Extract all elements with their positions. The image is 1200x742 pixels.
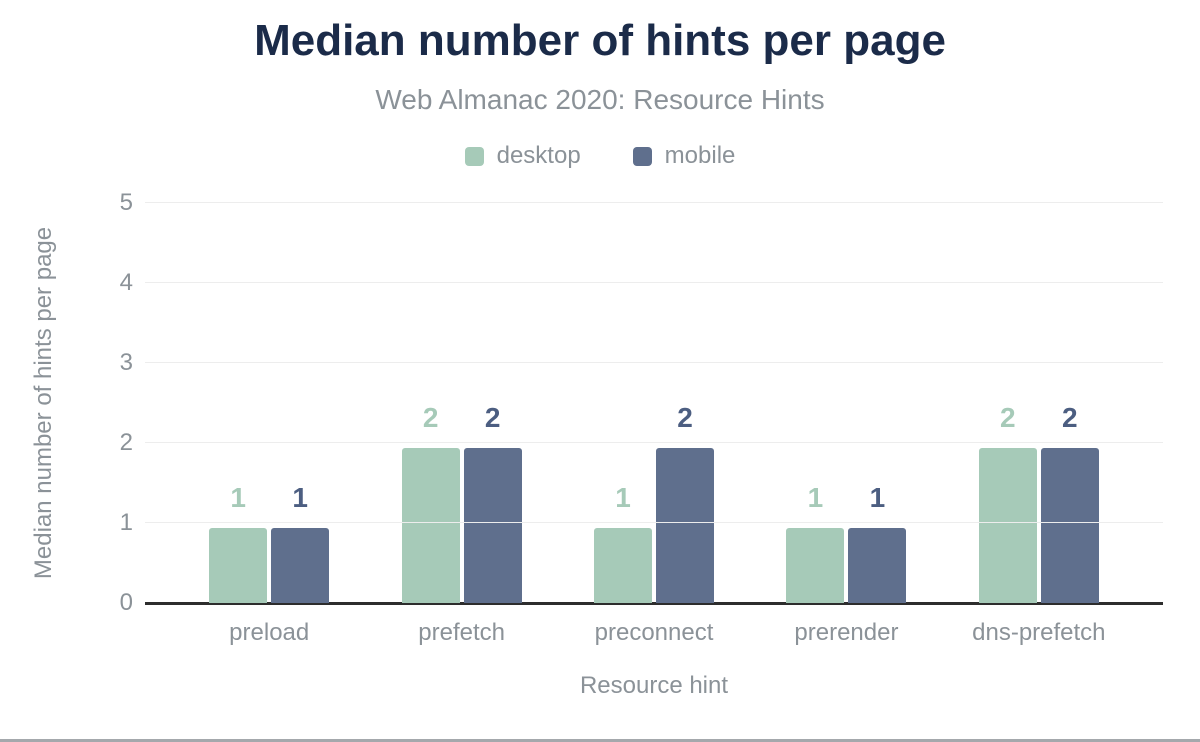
bar-value-label-mobile-dns-prefetch: 2 <box>1062 402 1078 433</box>
bar-column-desktop-prefetch: 2 <box>401 404 460 603</box>
bar-mobile-preconnect[interactable] <box>656 448 715 603</box>
bar-mobile-dns-prefetch[interactable] <box>1040 448 1099 603</box>
bar-desktop-preconnect[interactable] <box>594 528 653 603</box>
bar-value-label-desktop-prerender: 1 <box>807 482 824 513</box>
chart-title: Median number of hints per page <box>254 16 946 65</box>
bar-group-preload: 1 1 preload <box>173 203 365 646</box>
y-tick-label-0: 0 <box>119 589 133 616</box>
bar-column-desktop-preconnect: 1 <box>594 484 653 603</box>
legend-item-mobile[interactable]: mobile <box>632 142 736 170</box>
bar-desktop-prefetch[interactable] <box>401 448 460 603</box>
gridline-y3 <box>145 362 1163 363</box>
bar-desktop-dns-prefetch[interactable] <box>978 448 1037 603</box>
y-tick-label-1: 1 <box>119 509 133 536</box>
bar-column-desktop-preload: 1 <box>209 484 268 603</box>
bar-column-desktop-dns-prefetch: 2 <box>978 404 1037 603</box>
chart-subtitle: Web Almanac 2020: Resource Hints <box>375 84 825 115</box>
gridline-y5 <box>145 202 1163 203</box>
x-category-label-preconnect: preconnect <box>594 619 714 646</box>
bar-groups-row: 1 1 preload 2 2 prefetch 1 2 preconnect 1 1 prerend… <box>145 203 1163 647</box>
bar-value-label-mobile-preload: 1 <box>292 482 308 513</box>
bar-group-prefetch: 2 2 prefetch <box>365 203 557 646</box>
bar-mobile-prefetch[interactable] <box>463 448 522 603</box>
bar-column-mobile-preload: 1 <box>271 484 330 603</box>
bar-value-label-desktop-preload: 1 <box>230 482 246 513</box>
bar-value-label-desktop-dns-prefetch: 2 <box>1000 402 1016 433</box>
bar-value-label-desktop-preconnect: 1 <box>615 482 631 513</box>
gridline-y4 <box>145 282 1163 283</box>
bar-value-label-mobile-preconnect: 2 <box>677 402 693 433</box>
x-category-label-preload: preload <box>229 619 310 646</box>
legend-item-desktop[interactable]: desktop <box>464 142 581 170</box>
bar-group-dns-prefetch: 2 2 dns-prefetch <box>943 203 1135 647</box>
bar-desktop-prerender[interactable] <box>786 528 845 603</box>
x-category-label-dns-prefetch: dns-prefetch <box>972 619 1106 646</box>
x-axis-title: Resource hint <box>579 672 729 699</box>
bar-column-mobile-preconnect: 2 <box>656 404 715 603</box>
bar-value-label-desktop-prefetch: 2 <box>422 402 439 433</box>
legend-label: mobile <box>664 142 736 169</box>
bar-group-prerender: 1 1 prerender <box>750 203 942 646</box>
legend-label: desktop <box>496 142 581 169</box>
plot-area: 1 1 preload 2 2 prefetch 1 2 preconnect 1 1 prerend… <box>120 189 1163 647</box>
y-axis-title: Median number of hints per page <box>30 226 57 580</box>
x-category-label-prefetch: prefetch <box>418 619 505 646</box>
x-axis-baseline <box>145 602 1163 605</box>
legend-swatch-desktop <box>464 146 484 166</box>
legend-swatch-mobile <box>632 146 652 166</box>
bar-column-mobile-prefetch: 2 <box>463 404 522 603</box>
bar-column-desktop-prerender: 1 <box>786 484 845 603</box>
x-category-label-prerender: prerender <box>794 619 899 646</box>
y-tick-label-4: 4 <box>119 269 133 296</box>
gridline-y2 <box>145 442 1163 443</box>
bar-desktop-preload[interactable] <box>209 528 268 603</box>
bottom-border <box>0 739 1200 742</box>
bar-column-mobile-dns-prefetch: 2 <box>1040 404 1099 603</box>
gridline-y1 <box>145 522 1163 523</box>
bar-value-label-mobile-prefetch: 2 <box>484 402 501 433</box>
legend: desktop mobile <box>0 142 1200 170</box>
bar-value-label-mobile-prerender: 1 <box>869 482 886 513</box>
bar-group-preconnect: 1 2 preconnect <box>558 203 750 646</box>
bar-column-mobile-prerender: 1 <box>848 484 907 603</box>
y-tick-label-2: 2 <box>119 429 133 456</box>
bar-mobile-preload[interactable] <box>271 528 330 603</box>
bar-mobile-prerender[interactable] <box>848 528 907 603</box>
y-tick-label-3: 3 <box>119 349 133 376</box>
y-tick-label-5: 5 <box>119 189 133 216</box>
